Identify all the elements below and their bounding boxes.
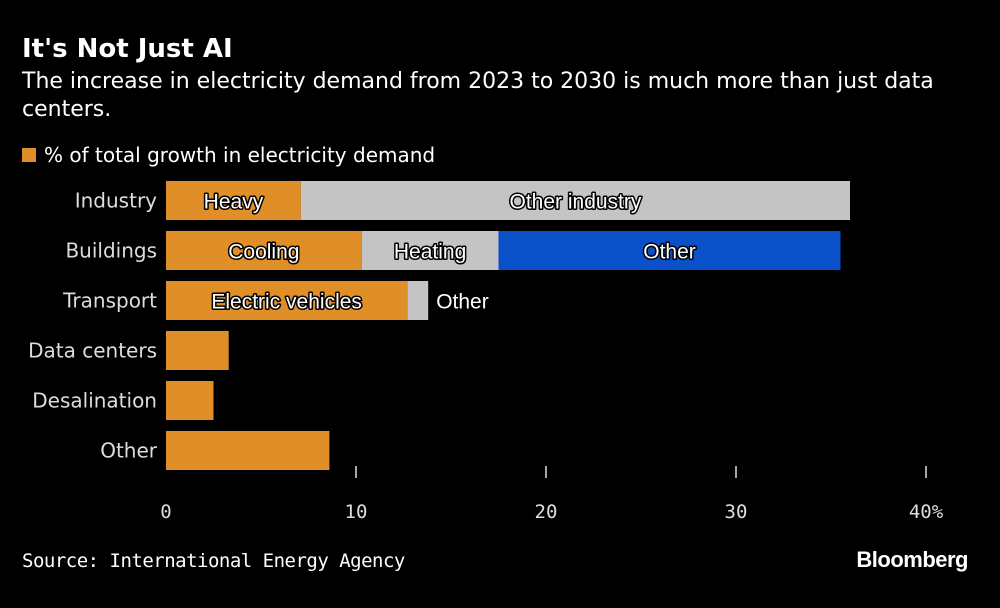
category-label: Transport bbox=[62, 289, 157, 313]
x-tick-label: 0 bbox=[160, 501, 171, 523]
bar-segment bbox=[166, 431, 330, 470]
legend-label: % of total growth in electricity demand bbox=[44, 143, 436, 167]
chart-subtitle: The increase in electricity demand from … bbox=[22, 69, 934, 122]
x-tick-label: 20 bbox=[535, 501, 558, 523]
bloomberg-logo: Bloomberg bbox=[856, 547, 968, 572]
bar-segment bbox=[166, 381, 214, 420]
category-label: Other bbox=[100, 439, 158, 463]
x-tick-label: 10 bbox=[345, 501, 368, 523]
legend-swatch bbox=[22, 148, 36, 162]
bar-segment bbox=[300, 181, 850, 220]
segment-label: Other bbox=[436, 291, 489, 314]
segment-label: Heating bbox=[394, 241, 466, 264]
bar-segment bbox=[407, 281, 429, 320]
segment-label: Heavy bbox=[204, 191, 264, 214]
category-label: Industry bbox=[75, 189, 157, 213]
bar-segment bbox=[166, 281, 408, 320]
chart-title: It's Not Just AI bbox=[22, 34, 233, 64]
bar-segment bbox=[166, 231, 362, 270]
source-note: Source: International Energy Agency bbox=[22, 550, 405, 572]
segment-label: Other bbox=[643, 241, 696, 264]
segment-label: Other industry bbox=[510, 191, 642, 214]
segment-label: Electric vehicles bbox=[211, 291, 362, 314]
bar-segment bbox=[361, 231, 499, 270]
category-label: Desalination bbox=[32, 389, 157, 413]
x-tick-label: 40% bbox=[909, 501, 944, 523]
bar-segment bbox=[166, 331, 229, 370]
category-label: Buildings bbox=[65, 239, 157, 263]
bar-segment bbox=[166, 181, 301, 220]
legend: % of total growth in electricity demand bbox=[22, 143, 435, 167]
category-label: Data centers bbox=[28, 339, 157, 363]
x-tick-label: 30 bbox=[725, 501, 748, 523]
bar-segment bbox=[498, 231, 841, 270]
segment-label: Cooling bbox=[228, 241, 299, 264]
